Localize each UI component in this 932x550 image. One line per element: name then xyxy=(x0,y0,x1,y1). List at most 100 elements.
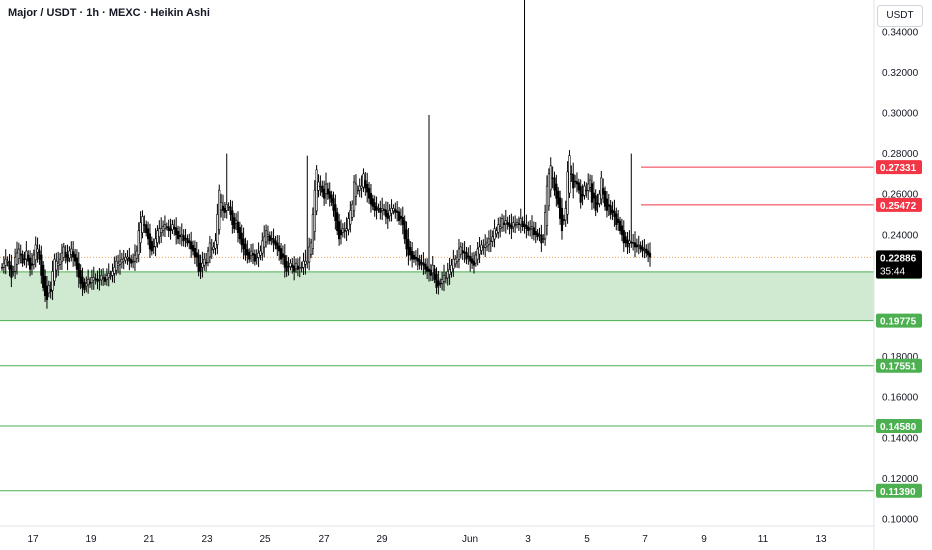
current-price-tag xyxy=(876,250,922,279)
candle-body xyxy=(141,216,144,233)
candle-body xyxy=(545,185,549,226)
price-tick-label: 0.34000 xyxy=(882,27,919,38)
candle-body xyxy=(225,204,228,211)
candle-body xyxy=(487,238,491,245)
candle-body xyxy=(427,268,431,272)
candle-body xyxy=(135,250,138,259)
candle-body xyxy=(17,248,20,259)
candle-body xyxy=(450,264,453,273)
candle-body xyxy=(572,173,575,189)
candle-body xyxy=(150,241,153,252)
candle-body xyxy=(10,265,13,278)
candle-body xyxy=(45,285,49,301)
candles xyxy=(0,0,652,309)
candle-body xyxy=(332,198,335,211)
candle-body xyxy=(240,232,243,246)
candle-body xyxy=(564,208,567,221)
candle-body xyxy=(88,281,92,284)
candle-body xyxy=(304,260,307,265)
candle-body xyxy=(588,179,592,188)
candle-body xyxy=(517,223,521,225)
candle-body xyxy=(568,155,571,194)
candle-body xyxy=(300,266,303,269)
candle-body xyxy=(208,242,211,258)
candle-body xyxy=(536,232,539,238)
candle-body xyxy=(296,265,300,270)
candle-body xyxy=(64,251,67,258)
candle-body xyxy=(461,250,464,254)
candle-body xyxy=(530,226,534,230)
candle-body xyxy=(349,210,352,225)
price-tick-label: 0.16000 xyxy=(882,393,919,404)
candle-body xyxy=(379,208,382,213)
candle-body xyxy=(328,191,331,199)
candle-body xyxy=(442,275,446,282)
candle-body xyxy=(122,258,125,262)
support-tag-label: 0.17551 xyxy=(880,362,917,373)
candle-body xyxy=(418,259,421,266)
candle-body xyxy=(152,245,155,248)
support-tag xyxy=(876,483,922,498)
candle-body xyxy=(264,230,268,243)
candle-body xyxy=(397,211,401,221)
candle-body xyxy=(633,242,637,248)
candle-body xyxy=(485,242,489,247)
candle-body xyxy=(43,276,47,297)
candle-body xyxy=(559,197,562,219)
time-axis[interactable]: 17 19 21 23 25 27 29 Jun 3 5 7 9 11 13 xyxy=(27,534,827,545)
candle-body xyxy=(75,257,79,270)
candle-body xyxy=(66,254,69,262)
candle-body xyxy=(113,266,116,274)
candle-body xyxy=(146,228,150,240)
currency-button[interactable]: USDT xyxy=(877,5,923,27)
candle-body xyxy=(139,222,142,243)
countdown-label: 35:44 xyxy=(880,266,905,277)
candle-body xyxy=(429,269,432,276)
candle-body xyxy=(49,288,52,292)
candle-body xyxy=(499,226,502,229)
time-tick-label: 27 xyxy=(318,534,330,545)
candle-body xyxy=(480,244,483,251)
candle-body xyxy=(4,258,7,266)
candle-body xyxy=(173,226,176,230)
candle-body xyxy=(394,209,397,213)
candle-body xyxy=(42,264,45,288)
candle-body xyxy=(360,185,363,189)
candle-body xyxy=(403,220,406,240)
candle-body xyxy=(102,277,105,279)
candle-body xyxy=(92,277,95,281)
candle-body xyxy=(19,253,22,256)
candle-body xyxy=(289,262,292,268)
candle-body xyxy=(478,246,481,255)
candle-body xyxy=(351,204,354,218)
candle-body xyxy=(8,261,11,270)
support-tag xyxy=(876,419,922,434)
candle-body xyxy=(81,276,84,288)
candle-body xyxy=(482,246,485,249)
candle-body xyxy=(210,248,213,251)
candle-body xyxy=(375,206,378,211)
candle-body xyxy=(227,206,230,208)
candle-body xyxy=(161,226,165,232)
candle-body xyxy=(495,230,498,235)
candle-body xyxy=(566,171,569,215)
candle-body xyxy=(30,263,34,266)
candle-body xyxy=(53,258,56,282)
candle-body xyxy=(285,261,288,272)
time-tick-label: 29 xyxy=(376,534,388,545)
candle-body xyxy=(27,254,30,262)
candle-body xyxy=(58,258,62,265)
candle-body xyxy=(339,229,343,236)
candle-body xyxy=(195,252,198,258)
candle-body xyxy=(158,228,161,238)
candle-body xyxy=(504,220,507,225)
candle-body xyxy=(444,277,447,279)
price-axis[interactable]: 0.34000 0.32000 0.30000 0.28000 0.26000 0.240… xyxy=(882,27,919,525)
time-tick-label: 9 xyxy=(701,534,707,545)
candle-body xyxy=(137,230,140,255)
support-tag-label: 0.11390 xyxy=(880,487,916,498)
candle-body xyxy=(281,253,285,258)
candle-body xyxy=(519,218,522,225)
candle-body xyxy=(176,231,180,240)
